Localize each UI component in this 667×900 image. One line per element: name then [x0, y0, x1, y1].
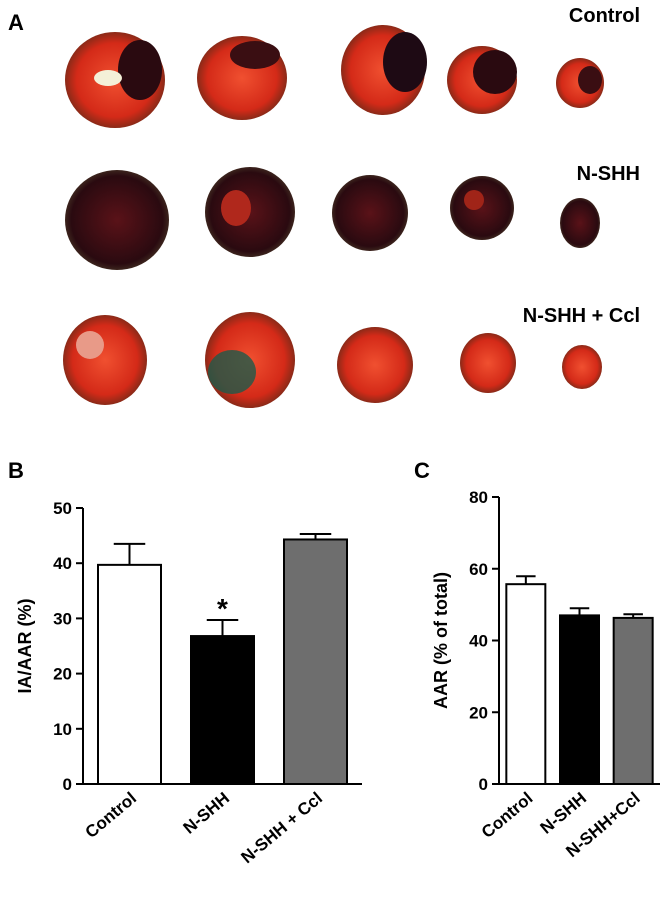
- x-tick-label: N-SHH: [180, 789, 233, 838]
- y-tick-label: 40: [53, 554, 72, 573]
- panel-label: A: [8, 10, 24, 35]
- y-tick-label: 60: [469, 560, 488, 579]
- panel-label: C: [414, 458, 430, 483]
- y-tick-label: 50: [53, 499, 72, 518]
- heart-slices: [63, 25, 604, 408]
- y-axis-label: IA/AAR (%): [15, 599, 35, 694]
- bar: [505, 583, 547, 786]
- x-tick-label: Control: [82, 789, 141, 842]
- y-tick-label: 80: [469, 488, 488, 507]
- y-tick-label: 40: [469, 632, 488, 651]
- panel-label: B: [8, 458, 24, 483]
- row-label: Control: [569, 5, 640, 27]
- bar: [559, 614, 600, 786]
- significance-marker: *: [217, 593, 228, 624]
- y-tick-label: 20: [53, 665, 72, 684]
- y-tick-label: 0: [479, 775, 488, 794]
- bar: [97, 563, 162, 786]
- row-label: N-SHH: [577, 163, 640, 185]
- x-tick-label: N-SHH + Ccl: [238, 789, 327, 868]
- y-tick-label: 20: [469, 703, 488, 722]
- y-tick-label: 10: [53, 720, 72, 739]
- x-tick-label: Control: [478, 789, 537, 842]
- y-tick-label: 0: [63, 775, 72, 794]
- bar: [612, 616, 654, 785]
- row-label: N-SHH + Ccl: [523, 305, 640, 327]
- y-tick-label: 30: [53, 609, 72, 628]
- y-axis-label: AAR (% of total): [431, 572, 451, 709]
- bar: [190, 635, 255, 786]
- bar: [283, 538, 348, 785]
